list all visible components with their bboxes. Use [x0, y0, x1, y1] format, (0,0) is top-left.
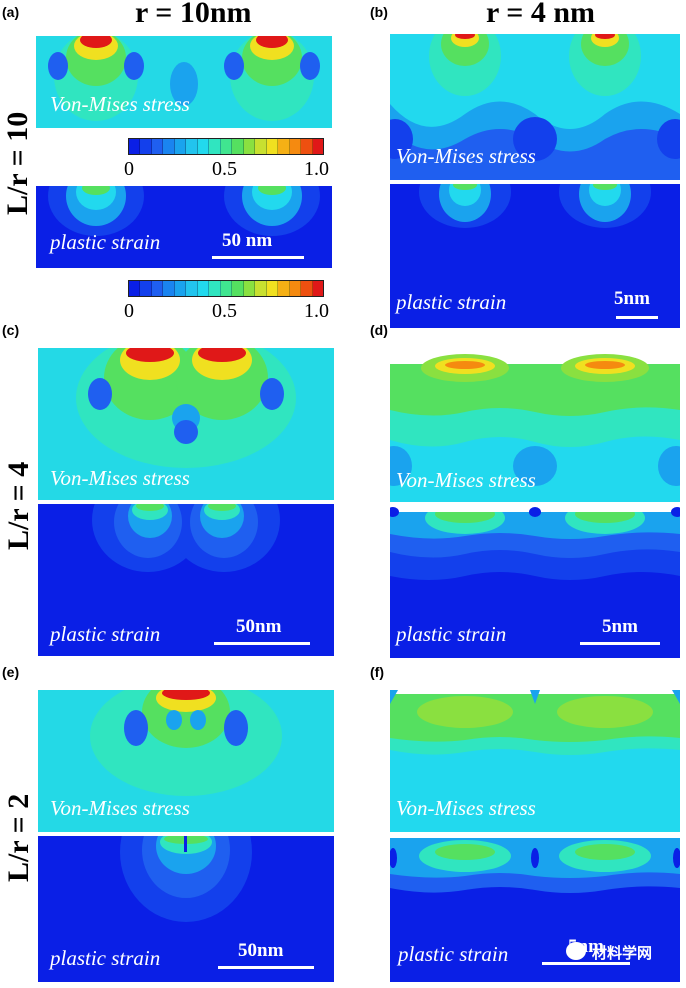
- panel-b-scale-label: 5nm: [614, 288, 650, 309]
- panel-a-strain-contours: [36, 186, 332, 268]
- panel-e-strain-contours: [38, 836, 334, 982]
- panel-f-stress-contours: [390, 690, 680, 832]
- panel-d-strain-map: plastic strain 5nm: [390, 506, 680, 658]
- panel-c-stress-contours: [38, 348, 334, 500]
- colorbar-strain-tick-05: 0.5: [212, 300, 237, 322]
- panel-f-scale-bar: [542, 962, 630, 965]
- panel-f-strain-contours: [390, 838, 680, 982]
- row-header-lr10: L/r = 10: [1, 111, 34, 215]
- panel-e-scale-label: 50nm: [238, 940, 284, 961]
- panel-a-strain-label: plastic strain: [50, 230, 161, 254]
- watermark-text: 材料学网: [592, 944, 653, 962]
- panel-c-stress-label: Von-Mises stress: [50, 466, 190, 490]
- panel-c-strain-label: plastic strain: [50, 622, 161, 646]
- panel-e-stress-contours: [38, 690, 334, 832]
- colorbar-stress-tick-05: 0.5: [212, 158, 237, 180]
- panel-f-stress-map: Von-Mises stress: [390, 690, 680, 832]
- panel-e-strain-label: plastic strain: [50, 946, 161, 970]
- column-header-r4: r = 4 nm: [486, 0, 596, 29]
- panel-e-stress-map: Von-Mises stress: [38, 690, 334, 832]
- panel-c-strain-contours: [38, 504, 334, 656]
- panel-c-strain-map: plastic strain 50nm: [38, 504, 334, 656]
- panel-a-strain-map: plastic strain 50 nm: [36, 186, 332, 268]
- panel-tag-a: (a): [2, 4, 20, 20]
- panel-e-scale-bar: [218, 966, 314, 969]
- panel-b-strain-map: plastic strain 5nm: [390, 184, 680, 328]
- panel-tag-f: (f): [370, 664, 384, 680]
- row-header-lr2: L/r = 2: [2, 793, 35, 882]
- panel-b-strain-label: plastic strain: [396, 290, 507, 314]
- panel-f-stress-label: Von-Mises stress: [396, 796, 536, 820]
- colorbar-stress-gradient: [128, 138, 324, 155]
- panel-d-stress-label: Von-Mises stress: [396, 468, 536, 492]
- panel-tag-e: (e): [2, 664, 20, 680]
- panel-b-stress-map: Von-Mises stress: [390, 34, 680, 180]
- panel-a-scale-bar: [212, 256, 304, 259]
- column-header-r10: r = 10nm: [135, 0, 252, 29]
- colorbar-stress-tick-1: 1.0: [304, 158, 329, 180]
- row-header-lr4: L/r = 4: [2, 461, 35, 550]
- panel-b-stress-label: Von-Mises stress: [396, 144, 536, 168]
- panel-f-strain-label: plastic strain: [398, 942, 509, 966]
- colorbar-strain-gradient: [128, 280, 324, 297]
- colorbar-stress-tick-0: 0: [124, 158, 134, 180]
- panel-d-stress-map: Von-Mises stress: [390, 354, 680, 502]
- colorbar-strain-tick-0: 0: [124, 300, 134, 322]
- panel-d-strain-label: plastic strain: [396, 622, 507, 646]
- panel-tag-b: (b): [370, 4, 388, 20]
- panel-a-scale-label: 50 nm: [222, 230, 273, 251]
- panel-b-scale-bar: [616, 316, 658, 319]
- panel-c-scale-label: 50nm: [236, 616, 282, 637]
- panel-d-scale-label: 5nm: [602, 616, 638, 637]
- panel-a-stress-label: Von-Mises stress: [50, 92, 190, 116]
- panel-e-stress-label: Von-Mises stress: [50, 796, 190, 820]
- panel-c-stress-map: Von-Mises stress: [38, 348, 334, 500]
- panel-a-stress-contours: [36, 36, 332, 128]
- colorbar-strain: 0 0.5 1.0: [124, 280, 329, 326]
- panel-tag-c: (c): [2, 322, 20, 338]
- panel-b-stress-contours: [390, 34, 680, 180]
- watermark-logo-icon: [566, 942, 586, 960]
- panel-d-scale-bar: [580, 642, 660, 645]
- panel-tag-d: (d): [370, 322, 388, 338]
- panel-f-strain-map: plastic strain 5nm 材料学网: [390, 838, 680, 982]
- colorbar-strain-tick-1: 1.0: [304, 300, 329, 322]
- panel-c-scale-bar: [214, 642, 310, 645]
- colorbar-stress: 0 0.5 1.0: [124, 138, 329, 184]
- panel-e-strain-map: plastic strain 50nm: [38, 836, 334, 982]
- panel-a-stress-map: Von-Mises stress: [36, 36, 332, 128]
- panel-d-stress-contours: [390, 354, 680, 502]
- panel-b-strain-contours: [390, 184, 680, 328]
- panel-d-strain-contours: [390, 506, 680, 658]
